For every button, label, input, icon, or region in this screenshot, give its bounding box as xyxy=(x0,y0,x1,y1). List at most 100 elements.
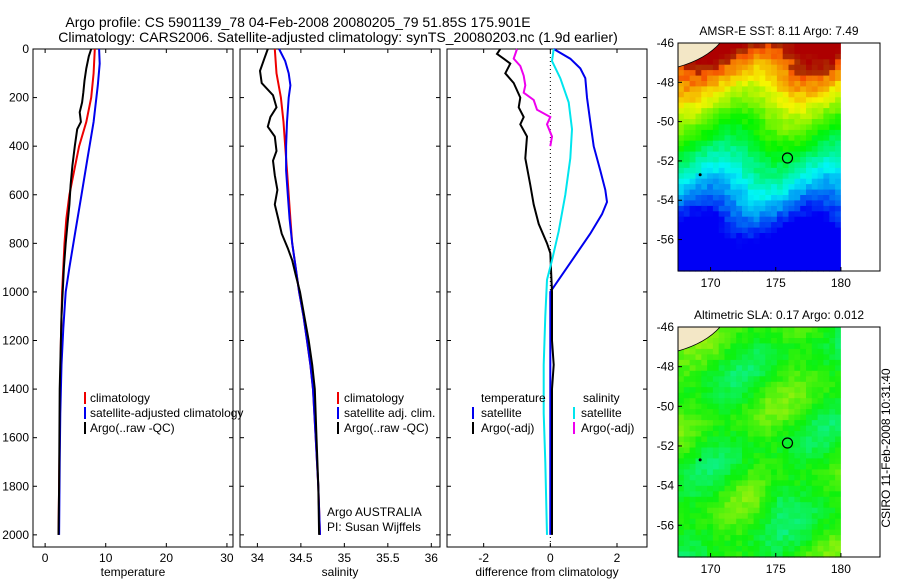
map-cell xyxy=(718,205,726,212)
map-cell xyxy=(678,238,685,245)
map-cell xyxy=(782,64,790,71)
map-cell xyxy=(806,178,813,185)
map-cell xyxy=(753,108,760,115)
map-cell xyxy=(765,409,772,416)
map-cell xyxy=(765,205,772,212)
map-cell xyxy=(776,108,784,115)
map-cell xyxy=(724,507,731,514)
map-cell xyxy=(823,59,830,66)
map-cell xyxy=(788,529,795,536)
map-cell xyxy=(788,70,795,77)
map-cell xyxy=(788,167,795,174)
map-cell xyxy=(747,354,755,361)
map-cell xyxy=(823,265,830,272)
map-cell xyxy=(788,178,795,185)
map-cell xyxy=(765,265,772,272)
map-cell xyxy=(747,491,755,498)
map-cell xyxy=(782,195,790,201)
map-cell xyxy=(835,458,842,465)
map-cell xyxy=(800,81,807,87)
map-cell xyxy=(806,392,813,399)
map-cell xyxy=(730,91,737,98)
map-cell xyxy=(736,135,743,142)
map-cell xyxy=(707,64,714,71)
map-cell xyxy=(771,414,778,421)
map-cell xyxy=(782,75,790,82)
map-cell xyxy=(753,529,760,536)
series-line-temperature-satellite xyxy=(549,48,609,535)
map-cell xyxy=(718,265,726,272)
map-cell xyxy=(782,70,790,77)
map-cell xyxy=(678,124,685,131)
map-cell xyxy=(782,398,790,405)
map-cell xyxy=(776,135,784,142)
map-cell xyxy=(771,425,778,432)
map-cell xyxy=(695,178,702,185)
map-cell xyxy=(689,97,696,104)
map-cell xyxy=(806,387,813,394)
map-cell xyxy=(707,189,714,196)
map-cell xyxy=(707,254,714,261)
map-cell xyxy=(718,222,726,229)
map-cell xyxy=(829,53,836,60)
map-cell xyxy=(718,189,726,196)
map-cell xyxy=(695,102,702,109)
map-cell xyxy=(742,370,749,377)
map-cell xyxy=(753,403,760,410)
map-cell xyxy=(678,425,685,432)
map-cell xyxy=(701,119,708,125)
map-cell xyxy=(718,216,726,223)
map-cell xyxy=(835,502,842,509)
map-cell xyxy=(788,491,795,498)
map-cell xyxy=(811,348,819,355)
map-cell xyxy=(823,420,830,427)
map-cell xyxy=(817,222,824,229)
map-cell xyxy=(742,348,749,355)
map-cell xyxy=(806,254,813,261)
map-cell xyxy=(736,70,743,77)
map-cell xyxy=(712,546,720,553)
map-cell xyxy=(730,425,737,432)
map-cell xyxy=(678,535,685,542)
map-cell xyxy=(724,173,731,180)
map-cell xyxy=(695,70,702,77)
legend-swatch-climatology xyxy=(84,392,86,404)
map-cell xyxy=(817,491,824,498)
map-cell xyxy=(718,249,726,256)
y-tick-label: -50 xyxy=(657,399,675,413)
map-cell xyxy=(800,249,807,256)
map-cell xyxy=(835,474,842,481)
map-cell xyxy=(730,327,737,334)
map-cell xyxy=(724,485,731,492)
map-cell xyxy=(806,119,813,125)
map-cell xyxy=(765,376,772,383)
map-cell xyxy=(765,211,772,218)
map-cell xyxy=(817,124,824,131)
map-cell xyxy=(718,200,726,207)
map-cell xyxy=(823,195,830,201)
map-cell xyxy=(759,102,766,109)
map-cell xyxy=(718,151,726,158)
map-cell xyxy=(811,151,819,158)
map-cell xyxy=(683,64,691,71)
map-cell xyxy=(742,546,749,553)
map-cell xyxy=(788,453,795,460)
map-cell xyxy=(776,442,784,449)
map-cell xyxy=(829,216,836,223)
map-cell xyxy=(753,376,760,383)
map-cell xyxy=(776,403,784,410)
map-cell xyxy=(747,108,755,115)
map-cell xyxy=(701,376,708,383)
map-cell xyxy=(806,184,813,191)
map-cell xyxy=(736,227,743,234)
map-cell xyxy=(747,442,755,449)
map-cell xyxy=(683,86,691,93)
map-cell xyxy=(695,447,702,454)
map-cell xyxy=(724,59,731,66)
map-cell xyxy=(771,359,778,366)
map-cell xyxy=(724,108,731,115)
map-cell xyxy=(742,189,749,196)
map-cell xyxy=(776,338,784,345)
map-cell xyxy=(800,463,807,470)
map-cell xyxy=(788,200,795,207)
